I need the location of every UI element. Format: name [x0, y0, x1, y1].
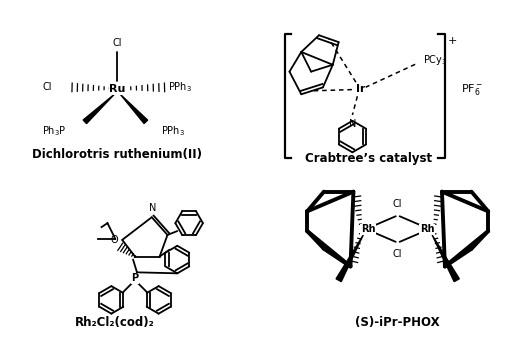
Text: (S)-iPr-PHOX: (S)-iPr-PHOX	[355, 316, 440, 329]
Text: Cl: Cl	[43, 82, 53, 92]
Polygon shape	[336, 235, 363, 282]
Text: Rh: Rh	[361, 224, 375, 234]
Text: Cl: Cl	[393, 199, 402, 209]
Text: Rh₂Cl₂(cod)₂: Rh₂Cl₂(cod)₂	[75, 316, 154, 329]
Text: Ph$_3$P: Ph$_3$P	[42, 124, 66, 138]
Polygon shape	[432, 235, 459, 282]
Text: PPh$_3$: PPh$_3$	[161, 124, 184, 138]
Text: N: N	[349, 119, 356, 129]
Text: Rh: Rh	[420, 224, 435, 234]
Text: Cl: Cl	[393, 249, 402, 259]
Text: PPh$_3$: PPh$_3$	[168, 81, 192, 94]
Text: +: +	[448, 36, 457, 46]
Polygon shape	[83, 94, 114, 123]
Text: PF$_6^-$: PF$_6^-$	[460, 82, 483, 97]
Text: N: N	[149, 203, 157, 213]
Text: Dichlorotris ruthenium(II): Dichlorotris ruthenium(II)	[32, 149, 202, 161]
Polygon shape	[121, 94, 148, 123]
Text: O: O	[111, 235, 118, 245]
Text: Ru: Ru	[109, 84, 126, 94]
Text: Cl: Cl	[113, 38, 122, 48]
Text: Ir: Ir	[355, 84, 365, 94]
Text: P: P	[131, 273, 139, 283]
Text: Crabtree’s catalyst: Crabtree’s catalyst	[304, 152, 432, 165]
Text: PCy$_3$: PCy$_3$	[423, 53, 448, 67]
